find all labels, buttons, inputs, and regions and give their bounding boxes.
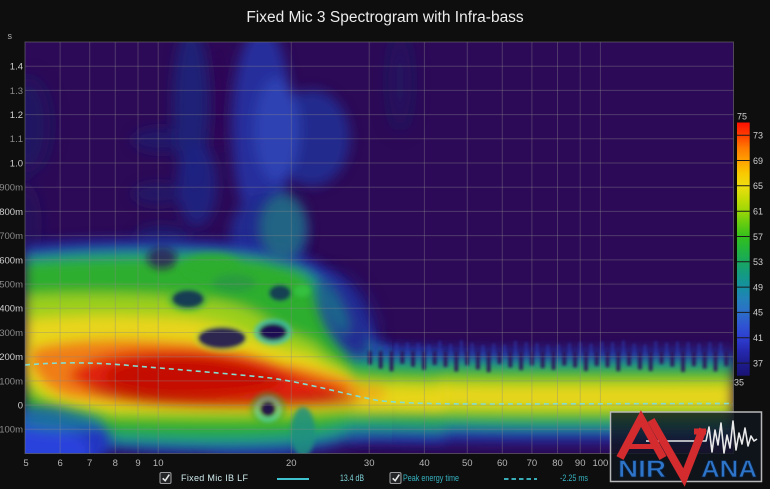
svg-text:500m: 500m <box>0 280 23 291</box>
svg-text:1.3: 1.3 <box>10 86 23 97</box>
svg-text:100: 100 <box>592 458 608 469</box>
svg-text:5: 5 <box>23 458 28 469</box>
svg-text:49: 49 <box>753 282 763 292</box>
svg-text:8: 8 <box>113 458 118 469</box>
svg-text:Fixed Mic 3 Spectrogram with I: Fixed Mic 3 Spectrogram with Infra-bass <box>246 9 524 26</box>
svg-text:-2.25 ms: -2.25 ms <box>560 473 588 483</box>
svg-text:30: 30 <box>364 458 375 469</box>
svg-text:41: 41 <box>753 333 763 343</box>
svg-text:Fixed Mic IB LF: Fixed Mic IB LF <box>181 473 249 483</box>
svg-text:75: 75 <box>737 112 747 122</box>
svg-text:1.0: 1.0 <box>10 158 23 169</box>
svg-text:57: 57 <box>753 232 763 242</box>
svg-text:1.2: 1.2 <box>10 110 23 121</box>
svg-text:600m: 600m <box>0 255 23 266</box>
svg-text:-100m: -100m <box>0 425 23 436</box>
svg-text:0: 0 <box>18 401 23 412</box>
svg-text:73: 73 <box>753 131 763 141</box>
svg-text:35: 35 <box>734 378 744 388</box>
svg-text:1.4: 1.4 <box>10 62 23 73</box>
svg-text:800m: 800m <box>0 207 23 218</box>
svg-text:80: 80 <box>552 458 563 469</box>
svg-text:60: 60 <box>497 458 508 469</box>
svg-text:65: 65 <box>753 181 763 191</box>
svg-text:45: 45 <box>753 308 763 318</box>
svg-text:ANA: ANA <box>701 456 757 483</box>
svg-text:200m: 200m <box>0 352 23 363</box>
svg-text:90: 90 <box>575 458 586 469</box>
svg-text:20: 20 <box>286 458 297 469</box>
svg-text:40: 40 <box>419 458 430 469</box>
svg-text:s: s <box>8 31 13 41</box>
svg-text:400m: 400m <box>0 304 23 315</box>
svg-text:100m: 100m <box>0 376 23 387</box>
svg-text:70: 70 <box>527 458 538 469</box>
svg-text:61: 61 <box>753 207 763 217</box>
svg-text:69: 69 <box>753 156 763 166</box>
svg-text:NIR: NIR <box>618 456 666 483</box>
svg-text:10: 10 <box>153 458 164 469</box>
svg-text:53: 53 <box>753 257 763 267</box>
svg-text:7: 7 <box>87 458 92 469</box>
svg-text:13.4 dB: 13.4 dB <box>340 473 364 483</box>
svg-text:9: 9 <box>135 458 140 469</box>
svg-text:1.1: 1.1 <box>10 134 23 145</box>
svg-text:Peak energy time: Peak energy time <box>403 473 459 483</box>
svg-text:50: 50 <box>462 458 473 469</box>
svg-text:900m: 900m <box>0 183 23 194</box>
svg-text:6: 6 <box>57 458 62 469</box>
svg-text:700m: 700m <box>0 231 23 242</box>
svg-text:300m: 300m <box>0 328 23 339</box>
svg-text:37: 37 <box>753 358 763 368</box>
